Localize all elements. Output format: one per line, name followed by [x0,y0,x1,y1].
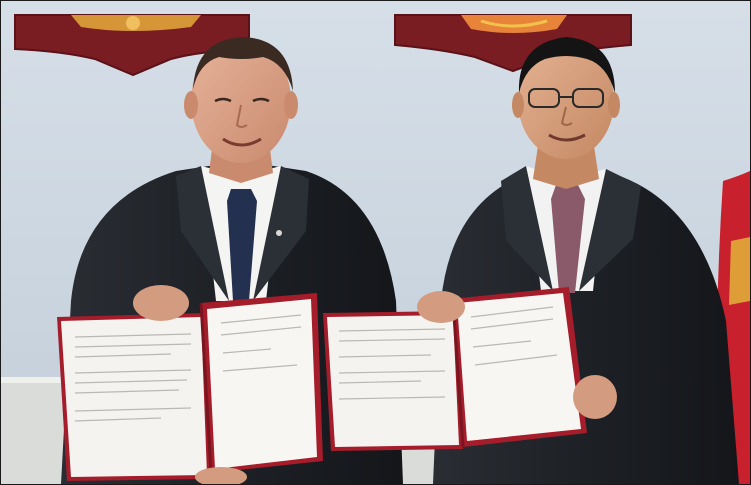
face-right [518,43,614,159]
tie-right [551,185,585,293]
document-right [323,287,587,451]
emblem-left [14,14,250,77]
document-left-page-2 [207,299,317,469]
tie-left [227,189,257,301]
hand-left-2 [195,467,247,484]
hair-right [518,37,615,93]
document-left-page-1 [61,317,207,477]
document-left [57,293,323,481]
hand-right-1 [417,291,465,323]
document-right-page-2 [457,293,581,441]
glasses [528,88,604,108]
hair-left [193,37,293,91]
hand-left-1 [133,285,189,321]
document-right-page-1 [327,315,459,447]
face-left [191,39,291,163]
hand-right-2 [573,375,617,419]
